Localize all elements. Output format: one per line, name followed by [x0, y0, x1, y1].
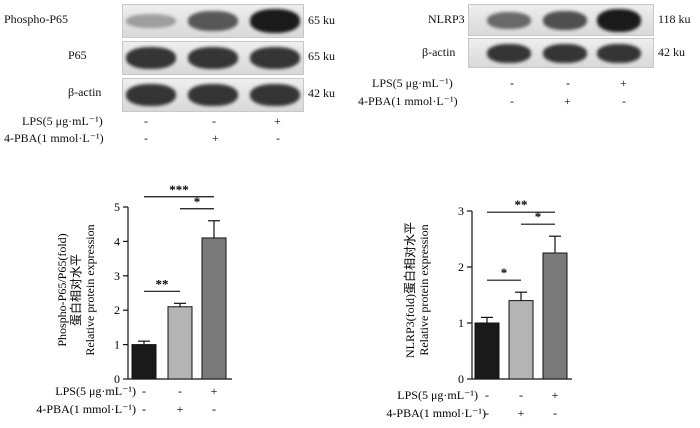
blot-right-row-label: β-actin [422, 45, 456, 59]
condition-pba-label: 4-PBA(1 mmol·L⁻¹) [386, 406, 486, 420]
blot-band [543, 44, 587, 63]
blot-left-lps-sign: - [144, 114, 148, 128]
blot-right-strip-actin [468, 38, 654, 68]
blot-right-pba-sign: - [510, 94, 514, 108]
blot-right-size: 42 ku [658, 45, 685, 59]
blot-band [597, 9, 641, 32]
y-axis-label: Relative protein expression [83, 224, 97, 355]
blot-band [188, 11, 238, 31]
y-tick-label: 3 [114, 269, 120, 283]
blot-band [487, 12, 531, 29]
bar [131, 344, 157, 380]
blot-left-row-label: P65 [68, 48, 87, 62]
blot-left-pba-sign: - [276, 131, 280, 145]
significance-label: * [194, 194, 201, 209]
blot-right-lps-sign: - [510, 76, 514, 90]
blot-right-lps-label: LPS(5 μg·mL⁻¹) [372, 76, 453, 90]
condition-lps-label: LPS(5 μg·mL⁻¹) [397, 388, 478, 402]
significance-label: * [501, 265, 508, 280]
y-tick-label: 0 [114, 372, 120, 386]
blot-band [597, 44, 641, 63]
chart-nlrp3: 0 1 2 3 NLRP3(fold)蛋白相对水平 Relative protein ex… [386, 197, 572, 420]
y-tick-label: 2 [114, 303, 120, 317]
significance-label: ** [515, 197, 528, 212]
significance-label: ** [156, 276, 169, 291]
blot-left-size: 42 ku [308, 86, 335, 100]
blot-band [250, 9, 300, 33]
bar [508, 300, 534, 380]
blot-right-pba-label: 4-PBA(1 mmol·L⁻¹) [358, 94, 458, 108]
y-axis-label: Relative protein expression [417, 224, 431, 355]
blot-right-strip-nlrp3 [468, 4, 654, 36]
blot-left-strip-actin [122, 78, 304, 112]
condition-lps-sign: - [485, 388, 489, 402]
y-tick-label: 0 [458, 372, 464, 386]
y-axis-label: NLRP3(fold)蛋白相对水平 [402, 222, 417, 358]
blot-band [188, 47, 238, 69]
blot-left-pba-sign: - [144, 131, 148, 145]
blot-left-pba-sign: + [212, 131, 219, 145]
condition-lps-label: LPS(5 μg·mL⁻¹) [55, 384, 136, 398]
blot-right-row-label: NLRP3 [428, 12, 465, 26]
significance-label: * [535, 209, 542, 224]
condition-pba-sign: - [485, 406, 489, 420]
y-tick-label: 3 [458, 204, 464, 218]
blot-left-strip-phospho [122, 4, 304, 38]
blot-right-lps-sign: + [620, 76, 627, 90]
blot-left-strip-p65 [122, 41, 304, 75]
y-tick-label: 4 [114, 234, 120, 248]
significance-label: *** [169, 182, 189, 197]
condition-lps-sign: + [552, 388, 559, 402]
blot-left-size: 65 ku [308, 49, 335, 63]
blot-right-pba-sign: + [564, 94, 571, 108]
y-axis-label: Phospho-P65/P65(fold) [55, 233, 69, 346]
y-tick-label: 5 [114, 200, 120, 214]
blot-band [543, 11, 587, 30]
blot-right-lps-sign: - [566, 76, 570, 90]
condition-pba-sign: - [142, 402, 146, 416]
y-axis-label: 蛋白相对水平 [68, 254, 83, 326]
blot-band [487, 44, 531, 63]
blot-band [126, 84, 176, 106]
blot-left-lps-label: LPS(5 μg·mL⁻¹) [22, 114, 103, 128]
y-tick-label: 2 [458, 260, 464, 274]
blot-band [188, 84, 238, 106]
blot-left-lps-sign: - [212, 114, 216, 128]
bar [167, 306, 193, 380]
blot-left-lps-sign: + [274, 114, 281, 128]
condition-lps-sign: + [211, 384, 218, 398]
condition-pba-label: 4-PBA(1 mmol·L⁻¹) [36, 402, 136, 416]
chart-phospho-p65: 0 1 2 3 4 5 Phospho-P65/P65(fold) 蛋白相对水平 Relativ… [36, 182, 232, 416]
bar [474, 322, 500, 380]
blot-left-row-label: Phospho-P65 [4, 12, 69, 26]
blot-right-size: 118 ku [658, 12, 691, 26]
bar [542, 252, 568, 380]
condition-pba-sign: + [177, 402, 184, 416]
condition-pba-sign: - [553, 406, 557, 420]
y-tick-label: 1 [114, 338, 120, 352]
blot-right-pba-sign: - [622, 94, 626, 108]
condition-lps-sign: - [142, 384, 146, 398]
condition-pba-sign: - [212, 402, 216, 416]
bar [201, 237, 227, 380]
condition-lps-sign: - [178, 384, 182, 398]
blot-left-pba-label: 4-PBA(1 mmol·L⁻¹) [4, 131, 104, 145]
blot-left-size: 65 ku [308, 13, 335, 27]
blot-left-row-label: β-actin [68, 85, 102, 99]
condition-lps-sign: - [519, 388, 523, 402]
blot-band [126, 47, 176, 69]
blot-band [250, 47, 300, 69]
blot-band [126, 14, 176, 28]
y-tick-label: 1 [458, 316, 464, 330]
condition-pba-sign: + [518, 406, 525, 420]
blot-band [250, 84, 300, 106]
